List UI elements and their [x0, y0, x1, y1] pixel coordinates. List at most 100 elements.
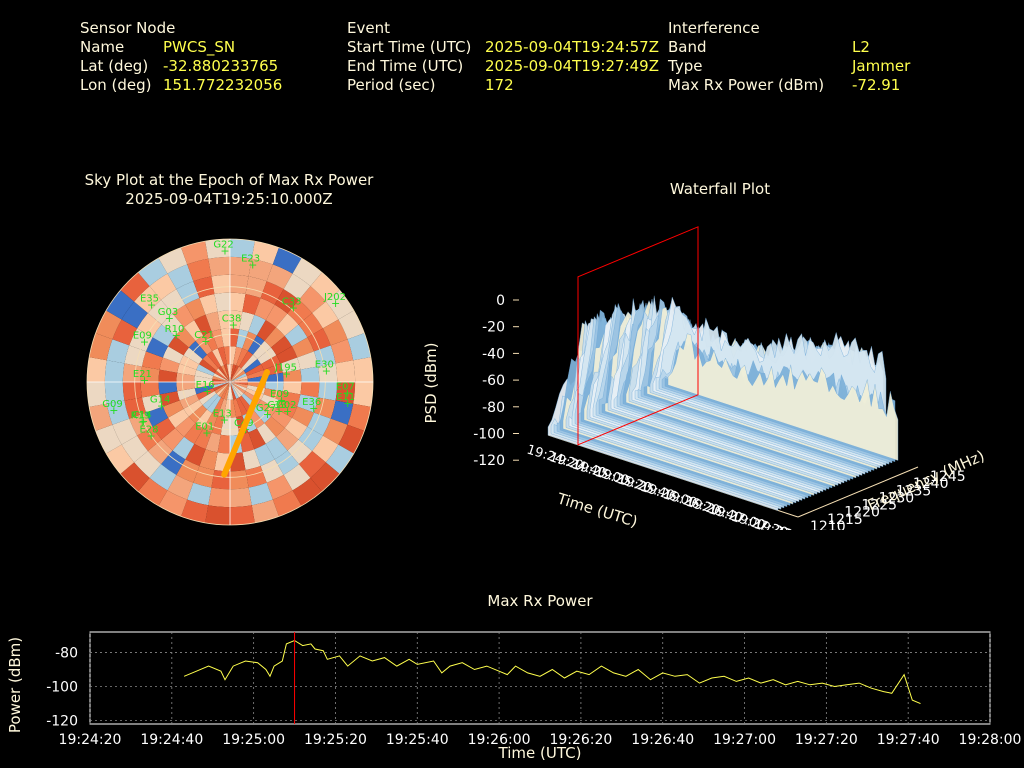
frequency-tick-label: 1235 [896, 483, 932, 499]
sky-cell [298, 286, 326, 314]
sky-cell [335, 360, 356, 382]
sky-cell [298, 450, 326, 478]
satellite-label: E28 [139, 425, 158, 436]
sky-cell [122, 382, 142, 401]
sky-cell [275, 313, 299, 337]
y-tick-label: -100 [46, 680, 78, 696]
sky-cell [252, 340, 272, 360]
start-time-label: Start Time (UTC) [347, 38, 472, 56]
sky-cell [95, 424, 122, 454]
sky-cell [158, 369, 178, 382]
sky-cell [257, 399, 277, 417]
sky-cell [208, 487, 230, 508]
sky-cell [241, 354, 258, 371]
satellite-marker: + [277, 394, 286, 407]
sky-cell [230, 364, 237, 382]
sky-cell [146, 406, 169, 427]
sky-cell [203, 331, 218, 352]
satellite-label: E09 [133, 330, 152, 341]
sky-cell [137, 426, 162, 451]
sky-plot-title: Sky Plot at the Epoch of Max Rx Power [84, 171, 374, 189]
satellite-label: G22 [213, 240, 233, 251]
sky-cell [141, 394, 163, 413]
sky-plot: +G03+E16+C33+J195+G22+E09+C49+G14+E36+E2… [86, 238, 374, 526]
sky-cell [230, 382, 246, 394]
sky-cell [223, 346, 230, 365]
sky-cell [260, 281, 284, 305]
type-value: Jammer [852, 57, 911, 75]
sky-cell [112, 319, 138, 346]
period-value: 172 [485, 76, 514, 94]
sky-cell [230, 382, 242, 398]
sky-cell [254, 298, 275, 321]
psd-tick-label: -60 [482, 373, 505, 389]
sky-cell [238, 351, 253, 369]
sky-cell [230, 382, 248, 386]
sky-cell [208, 256, 230, 277]
sky-cell [236, 348, 248, 367]
satellite-marker: + [322, 364, 331, 377]
sky-cell [120, 462, 150, 492]
epoch-marker-plane [577, 226, 699, 446]
power-series-line [183, 639, 921, 705]
satellite-label: E35 [140, 293, 159, 304]
sky-cell [212, 397, 224, 416]
satellite-label: R10 [165, 324, 185, 335]
x-tick-label: 19:25:40 [386, 732, 449, 748]
sky-cell [207, 351, 222, 369]
sky-cell [245, 364, 264, 376]
sky-cell [218, 366, 230, 382]
sky-cell [325, 290, 354, 320]
sky-cell [226, 364, 230, 382]
sky-cell [292, 258, 322, 287]
sky-cell [230, 366, 242, 382]
sky-cell [179, 355, 200, 370]
sky-cell [265, 372, 284, 382]
x-tick-label: 19:24:20 [59, 732, 122, 748]
satellite-label: C33 [282, 297, 302, 308]
sky-cell [256, 423, 276, 444]
name-value: PWCS_SN [163, 38, 236, 56]
sky-cell [181, 241, 209, 265]
sky-cell [175, 327, 196, 348]
sky-cell [162, 400, 184, 418]
sky-cell [310, 462, 340, 492]
psd-tick-label: -80 [482, 400, 505, 416]
satellite-marker: + [289, 302, 298, 315]
sky-cell [205, 432, 221, 453]
satellite-marker: + [283, 405, 292, 418]
sky-cell [313, 345, 336, 367]
psd-tick-label: -40 [482, 346, 505, 362]
sky-cell [95, 310, 122, 340]
psd-tick-label: 0 [496, 293, 505, 309]
sky-cell [185, 298, 206, 321]
max-rx-label: Max Rx Power (dBm) [668, 76, 825, 94]
sky-cell [161, 289, 186, 314]
satellite-label: J195 [274, 362, 297, 373]
frequency-tick-label: 1225 [861, 498, 897, 514]
sky-cell [330, 400, 354, 425]
sky-cell [159, 391, 180, 407]
sky-cell [196, 388, 215, 400]
satellite-marker: + [203, 385, 212, 398]
y-tick-label: -80 [55, 645, 78, 661]
sky-cell [280, 391, 301, 407]
sky-cell [338, 310, 365, 340]
sky-cell [185, 443, 206, 466]
waterfall-frequency-axis [797, 466, 919, 518]
sky-cell [203, 412, 218, 433]
sky-cell [194, 314, 212, 336]
sky-cell [230, 487, 252, 508]
satellite-marker: + [220, 245, 229, 258]
y-axis-label: Power (dBm) [6, 637, 24, 733]
sky-cell [230, 370, 246, 382]
sky-cell [239, 311, 255, 332]
sky-cell [260, 394, 281, 409]
sky-cell [248, 314, 266, 336]
sky-cell [140, 366, 160, 382]
sky-cell [272, 490, 302, 517]
sky-cell [248, 482, 273, 506]
sky-cell [217, 398, 227, 418]
sky-cell [176, 382, 195, 392]
x-tick-label: 19:26:20 [549, 732, 612, 748]
